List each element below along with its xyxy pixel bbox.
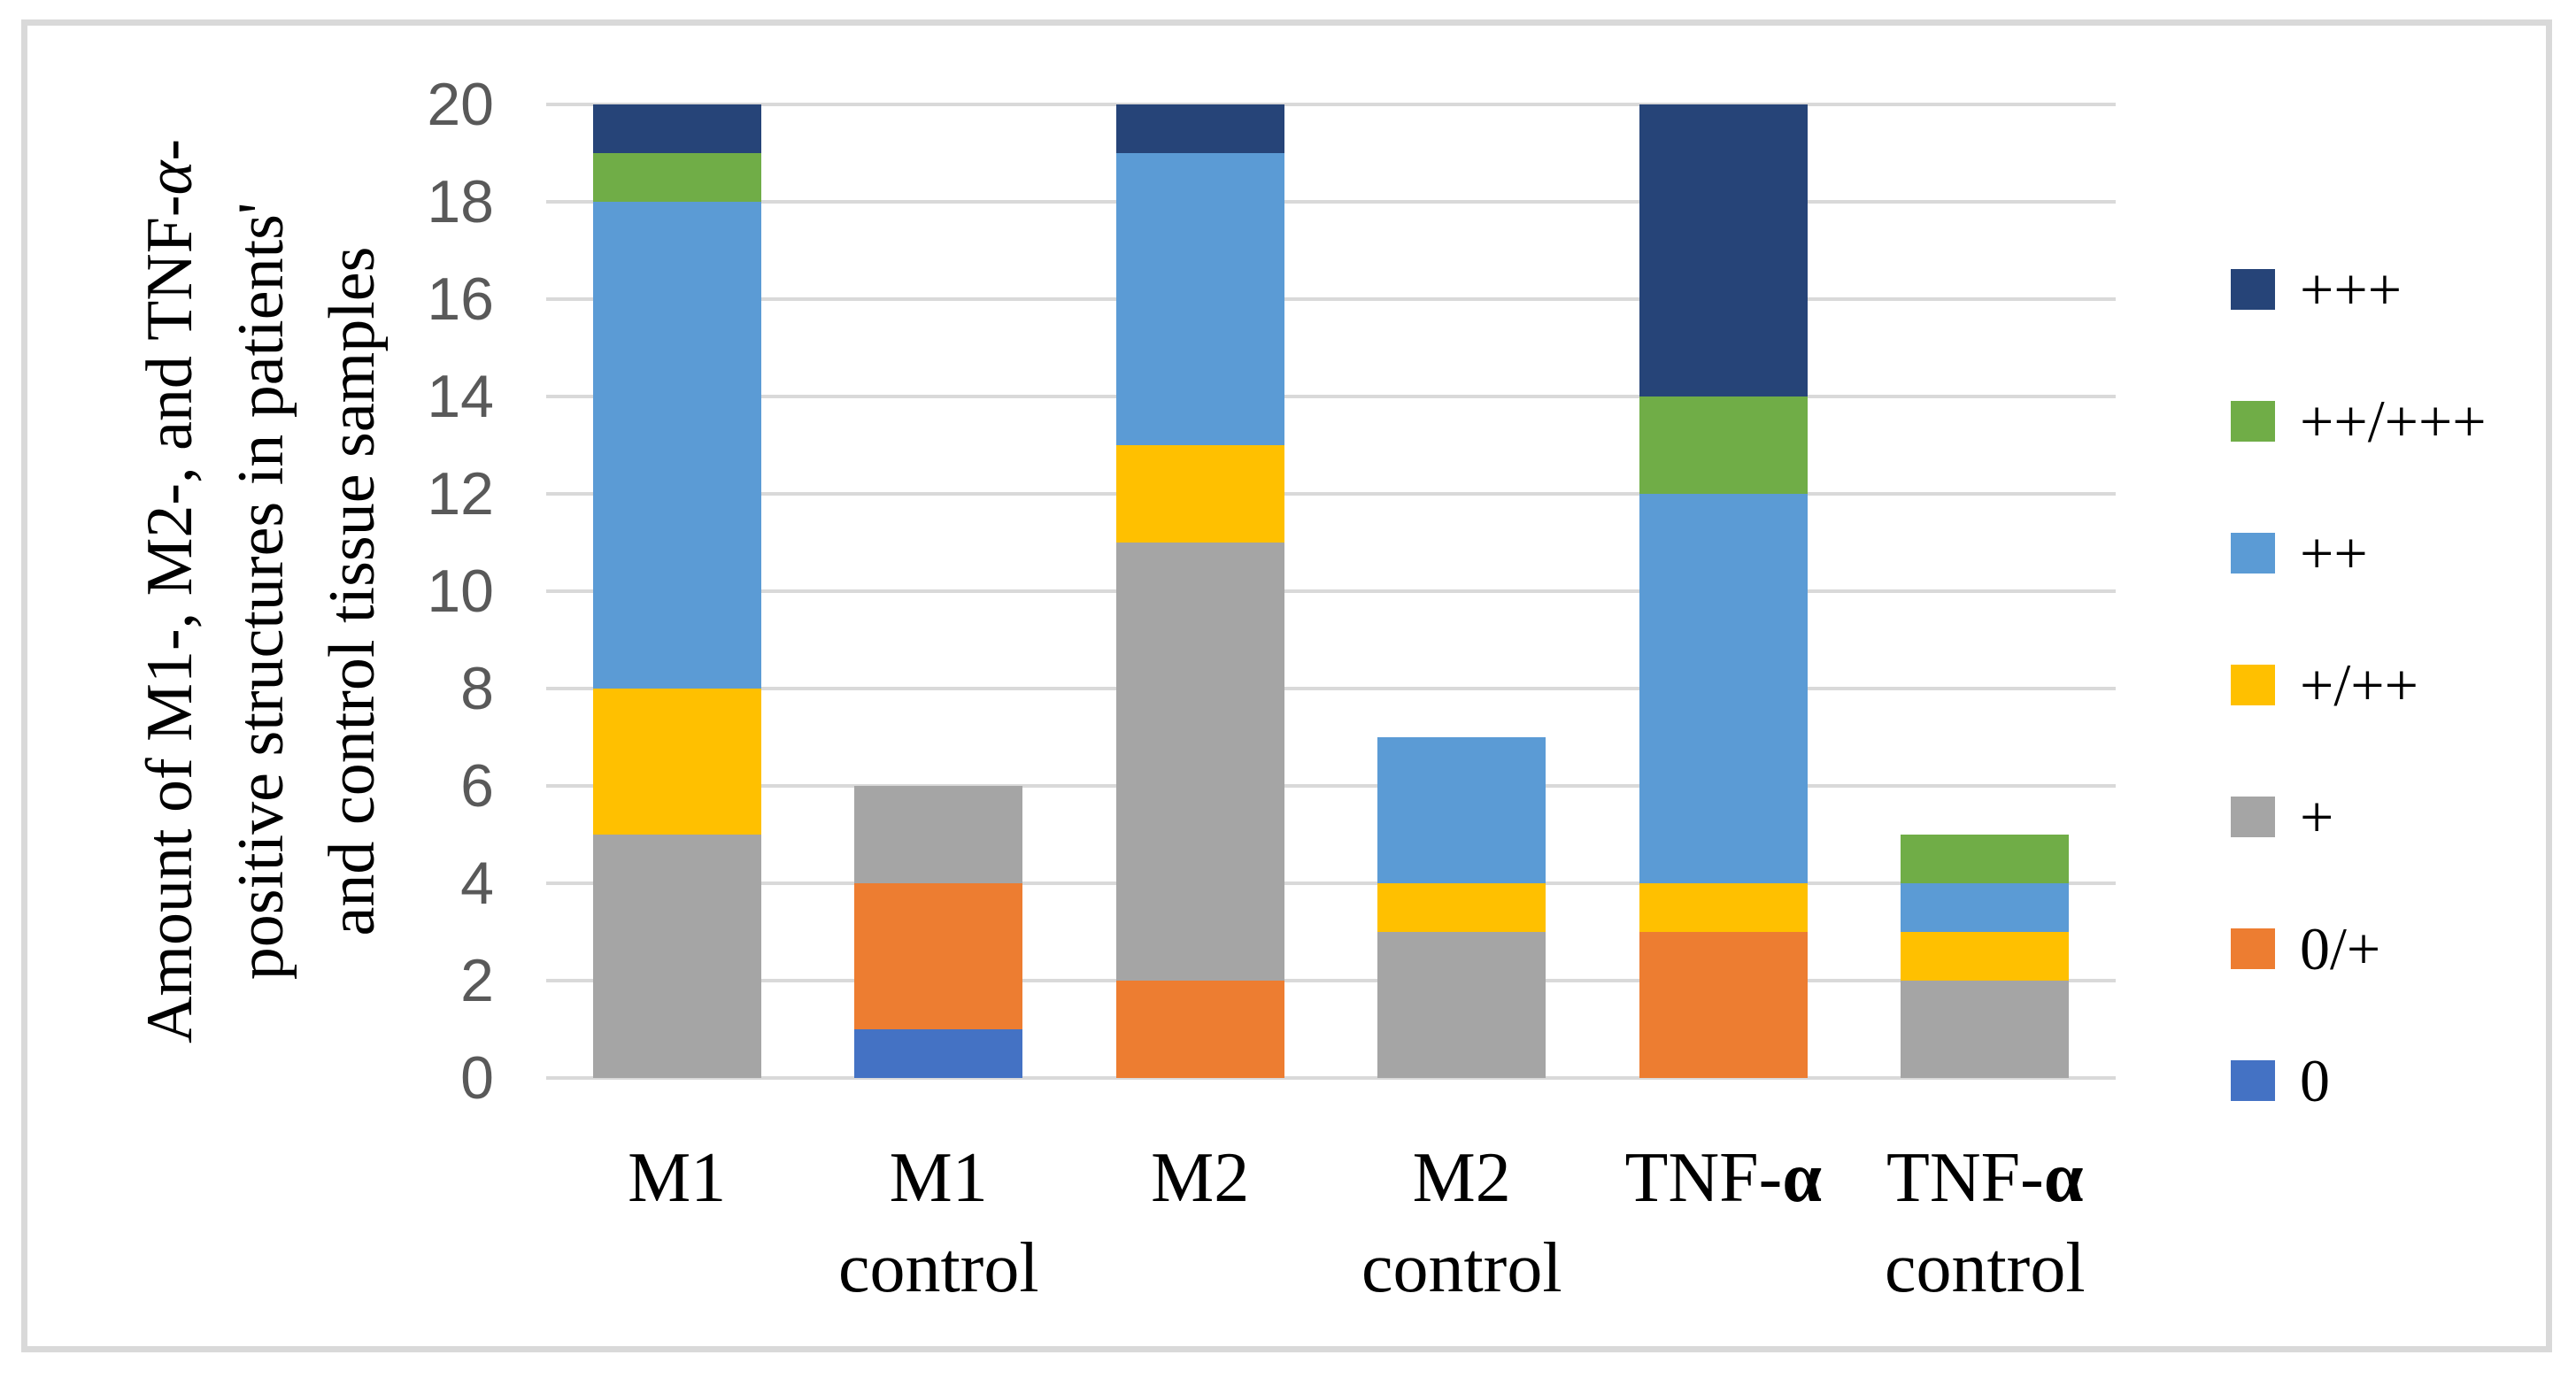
bar-segment-M1-control-+ — [854, 786, 1023, 883]
gridline-y10 — [546, 589, 2116, 593]
y-tick-label-8: 8 — [460, 655, 494, 722]
alpha-glyph: α — [1782, 1139, 1822, 1217]
legend-label-++/+++: ++/+++ — [2300, 388, 2487, 455]
y-tick-label-12: 12 — [427, 460, 494, 527]
y-tick-label-2: 2 — [460, 947, 494, 1014]
bar-segment-M1-++ — [592, 202, 761, 689]
y-tick-label-18: 18 — [427, 168, 494, 235]
bar-segment-TNF-α-control-++/+++ — [1901, 835, 2070, 883]
legend-swatch-0/+ — [2231, 928, 2275, 969]
legend-swatch-+/++ — [2231, 665, 2275, 705]
bar-segment-M1-control-0/+ — [854, 883, 1023, 1029]
y-tick-label-0: 0 — [460, 1044, 494, 1112]
legend-label-+++: +++ — [2300, 256, 2402, 323]
bar-segment-TNF-α-+++ — [1639, 104, 1808, 396]
bar-segment-TNF-α-++ — [1639, 494, 1808, 883]
alpha-glyph: α — [133, 160, 206, 196]
gridline-y18 — [546, 200, 2116, 204]
legend-label-+: + — [2300, 783, 2334, 851]
legend-label-0/+: 0/+ — [2300, 915, 2381, 982]
gridline-y14 — [546, 395, 2116, 398]
bar-segment-M2-++ — [1115, 153, 1284, 445]
bar-segment-M1-+ — [592, 835, 761, 1078]
x-label-M2: M2 — [1151, 1139, 1250, 1217]
alpha-glyph: α — [2043, 1139, 2084, 1217]
bar-segment-M2-+++ — [1115, 104, 1284, 153]
bar-segment-TNF-α-control-+/++ — [1901, 932, 2070, 981]
bar-segment-M1-+++ — [592, 104, 761, 153]
y-tick-label-14: 14 — [427, 363, 494, 430]
y-tick-label-20: 20 — [427, 71, 494, 138]
bar-segment-M2-+/++ — [1115, 445, 1284, 543]
gridline-y8 — [546, 687, 2116, 690]
y-tick-label-6: 6 — [460, 752, 494, 820]
bar-segment-M1-control-0 — [854, 1029, 1023, 1078]
gridline-y20 — [546, 103, 2116, 106]
gridline-y6 — [546, 784, 2116, 788]
bar-segment-M2-control-+/++ — [1377, 883, 1546, 932]
gridline-y12 — [546, 492, 2116, 496]
gridline-y2 — [546, 979, 2116, 982]
legend-swatch-+++ — [2231, 269, 2275, 310]
bar-segment-TNF-α-control-++ — [1901, 883, 2070, 932]
legend-swatch-+ — [2231, 797, 2275, 837]
x-label-M2-control: M2 control — [1361, 1139, 1562, 1307]
bar-segment-M1-+/++ — [592, 689, 761, 835]
bar-segment-M2-control-+ — [1377, 932, 1546, 1078]
chart-frame — [21, 19, 2552, 1352]
bar-segment-M2-+ — [1115, 543, 1284, 981]
x-label-M1-control: M1 control — [837, 1139, 1039, 1307]
bar-segment-TNF-α-control-+ — [1901, 981, 2070, 1078]
x-label-TNF-α: TNF-α — [1624, 1139, 1822, 1217]
bar-segment-M2-0/+ — [1115, 981, 1284, 1078]
bar-segment-M1-++/+++ — [592, 153, 761, 202]
bar-segment-TNF-α-++/+++ — [1639, 396, 1808, 494]
plot-area — [546, 103, 2116, 1080]
legend-label-0: 0 — [2300, 1047, 2330, 1114]
legend-label-+/++: +/++ — [2300, 651, 2418, 719]
bar-segment-TNF-α-0/+ — [1639, 932, 1808, 1078]
legend-label-++: ++ — [2300, 520, 2368, 587]
gridline-y4 — [546, 881, 2116, 885]
bar-segment-TNF-α-+/++ — [1639, 883, 1808, 932]
legend-swatch-++/+++ — [2231, 401, 2275, 442]
bar-segment-M2-control-++ — [1377, 737, 1546, 883]
legend-swatch-0 — [2231, 1060, 2275, 1101]
gridline-y16 — [546, 297, 2116, 301]
y-tick-label-10: 10 — [427, 558, 494, 625]
legend-swatch-++ — [2231, 533, 2275, 574]
y-tick-label-16: 16 — [427, 266, 494, 333]
x-label-M1: M1 — [628, 1139, 727, 1217]
y-tick-label-4: 4 — [460, 850, 494, 917]
gridline-y0 — [546, 1076, 2116, 1080]
x-label-TNF-α-control: TNF-α control — [1884, 1139, 2086, 1307]
